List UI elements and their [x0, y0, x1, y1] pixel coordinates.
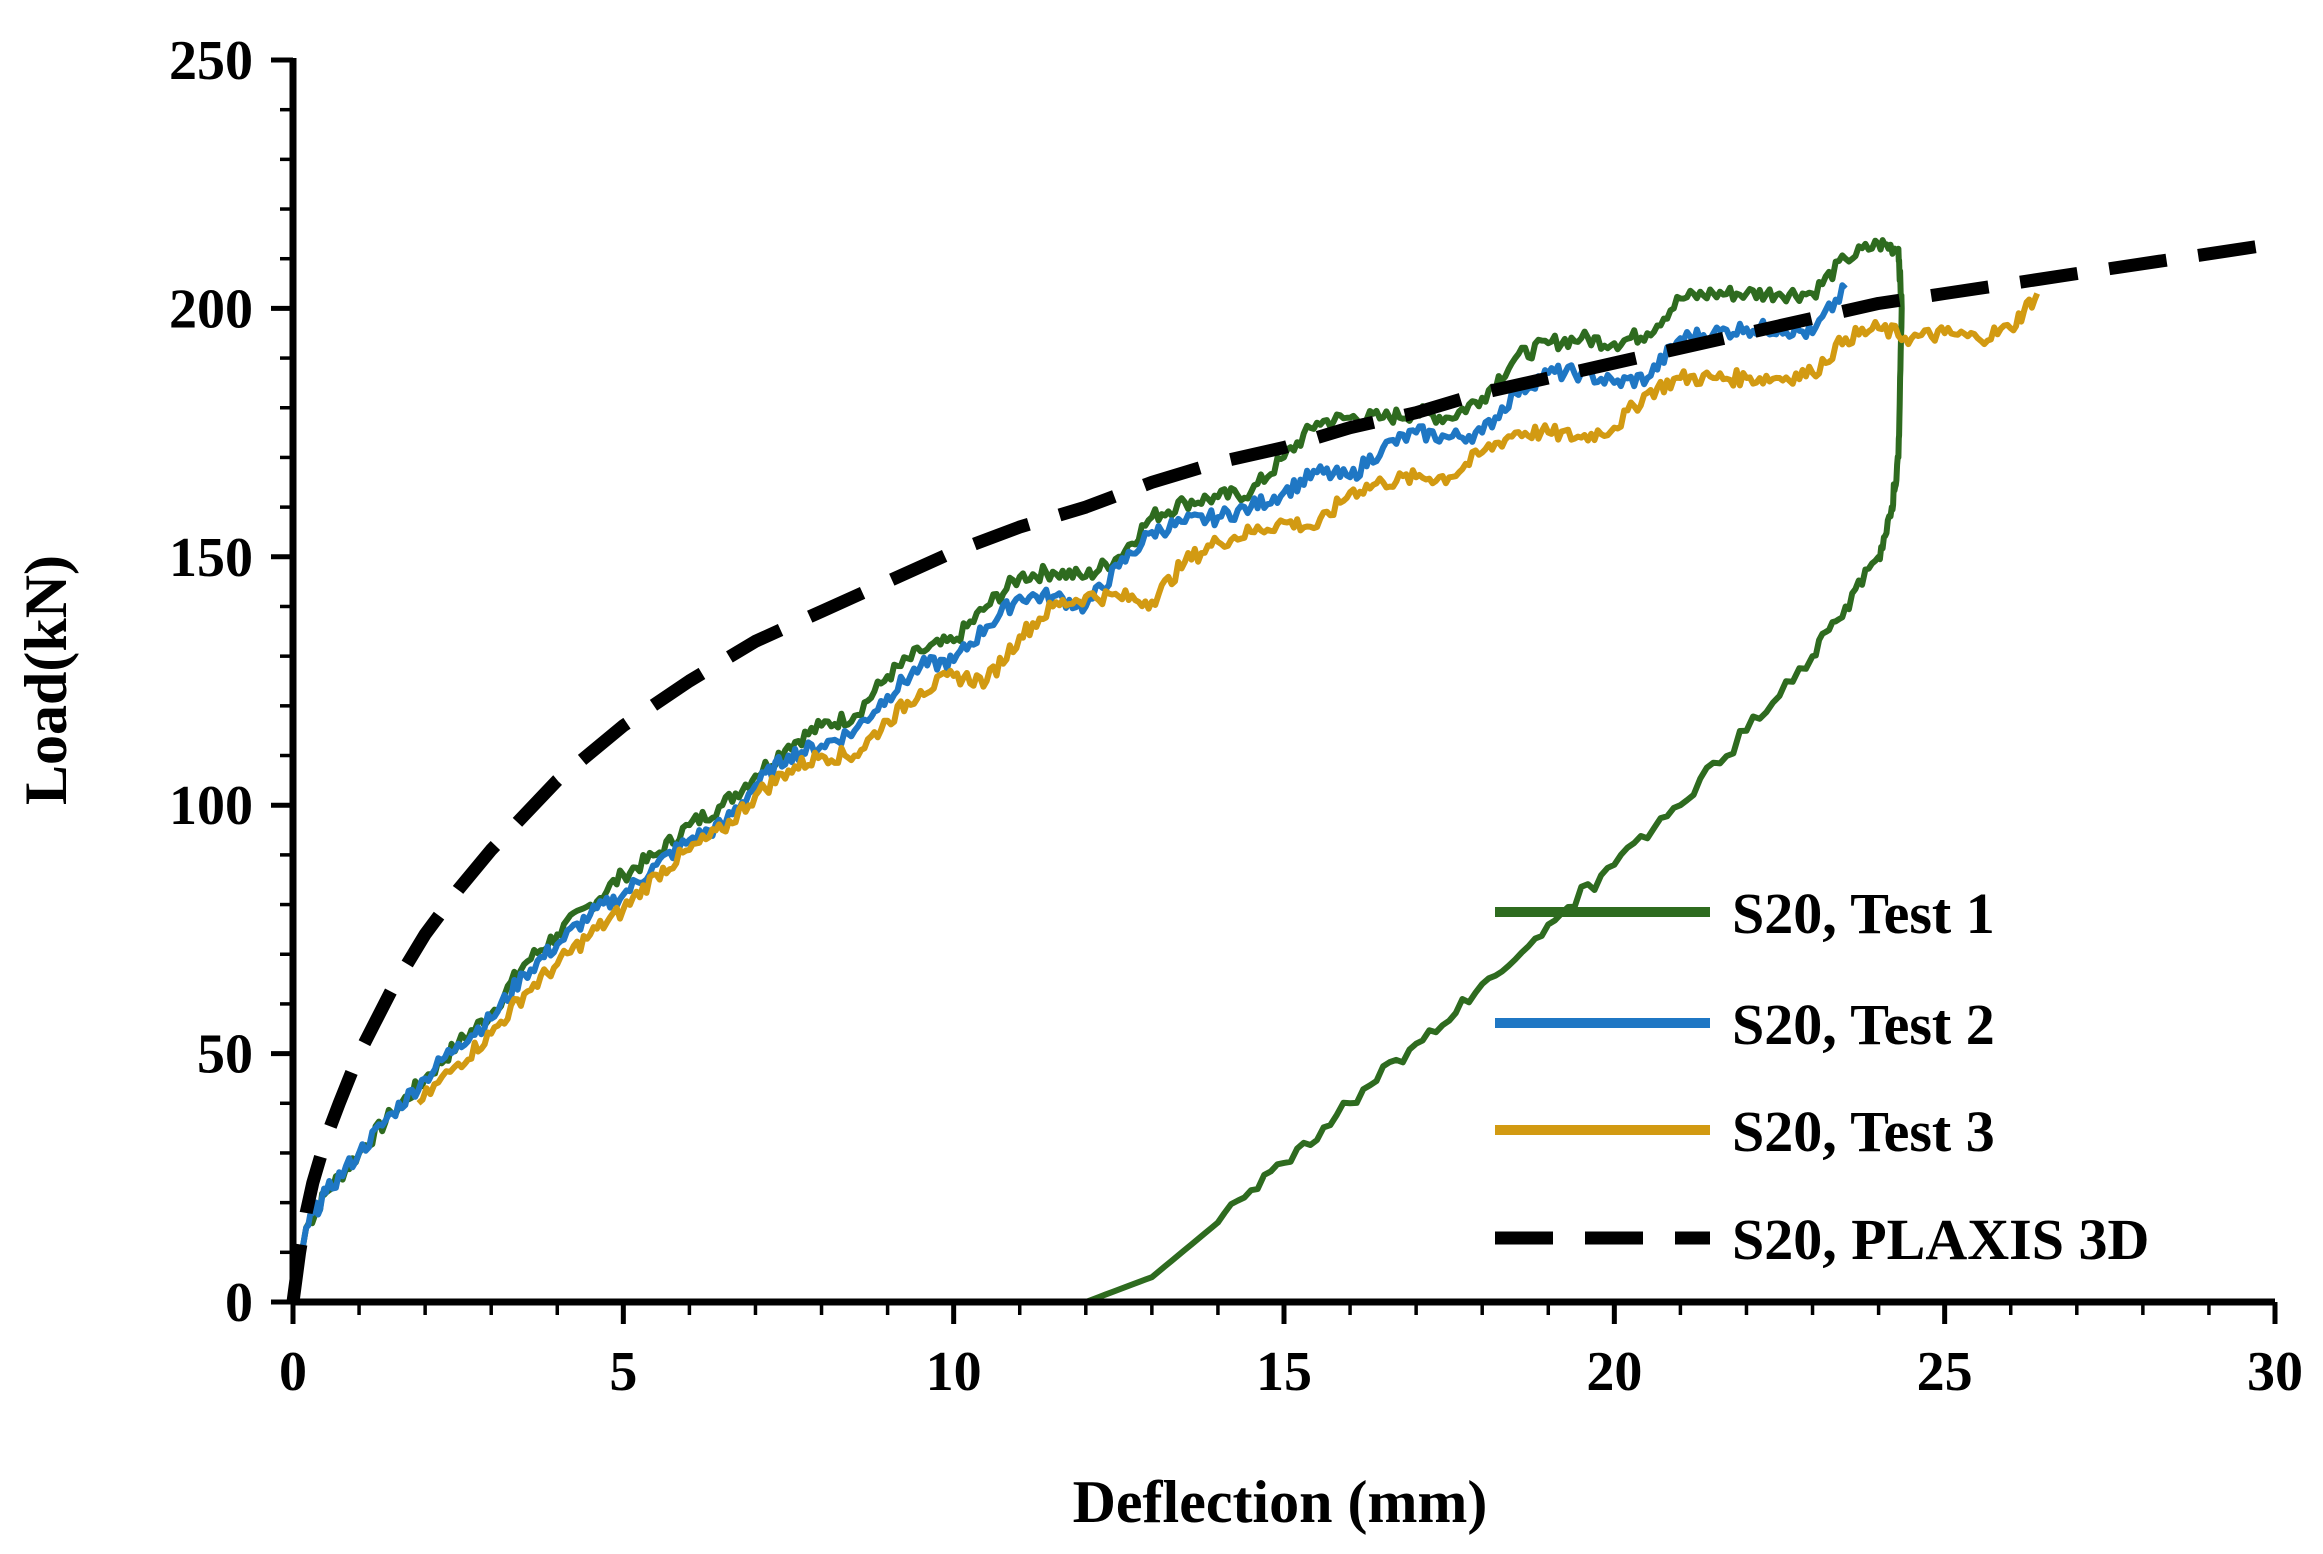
legend: S20, Test 1 S20, Test 2 S20, Test 3 S20,… [1495, 881, 2149, 1272]
y-tick-label: 0 [225, 1272, 253, 1334]
legend-label-test2: S20, Test 2 [1732, 992, 1995, 1057]
legend-item-test3: S20, Test 3 [1495, 1099, 1995, 1164]
series-line-4 [286, 237, 2276, 1303]
series-line-3 [416, 292, 2040, 1106]
plot-area [286, 237, 2276, 1305]
axes [271, 57, 2278, 1324]
legend-item-plaxis: S20, PLAXIS 3D [1495, 1207, 2149, 1272]
legend-label-test3: S20, Test 3 [1732, 1099, 1995, 1164]
series-line-2 [290, 282, 1848, 1303]
legend-label-plaxis: S20, PLAXIS 3D [1732, 1207, 2149, 1272]
x-tick-label: 15 [1256, 1341, 1312, 1403]
x-axis-title: Deflection (mm) [1073, 1469, 1488, 1535]
series-line-1 [290, 237, 1905, 1305]
y-tick-label: 100 [169, 775, 253, 837]
legend-item-test2: S20, Test 2 [1495, 992, 1995, 1057]
x-tick-label: 0 [279, 1341, 307, 1403]
x-tick-label: 20 [1586, 1341, 1642, 1403]
x-tick-label: 25 [1917, 1341, 1973, 1403]
tick-labels: 0 50 100 150 200 250 0 5 10 15 20 25 30 [169, 30, 2303, 1403]
x-tick-label: 30 [2247, 1341, 2303, 1403]
y-axis-title: Load(kN) [13, 555, 79, 805]
legend-label-test1: S20, Test 1 [1732, 881, 1995, 946]
x-tick-label: 10 [926, 1341, 982, 1403]
y-tick-label: 50 [197, 1024, 253, 1086]
y-tick-label: 250 [169, 30, 253, 92]
legend-item-test1: S20, Test 1 [1495, 881, 1995, 946]
x-tick-label: 5 [609, 1341, 637, 1403]
y-tick-label: 200 [169, 278, 253, 340]
y-tick-label: 150 [169, 527, 253, 589]
